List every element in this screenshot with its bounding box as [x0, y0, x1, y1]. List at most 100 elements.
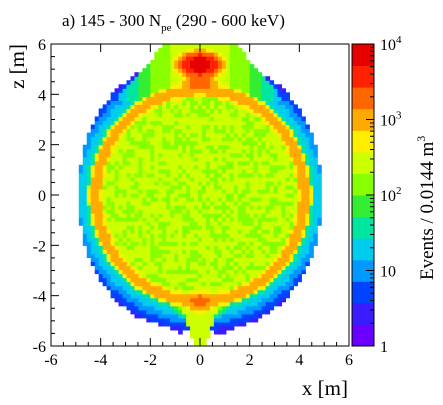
heatmap-cell [186, 144, 191, 150]
heatmap-cell [102, 277, 108, 283]
heatmap-cell [154, 285, 159, 291]
heatmap-cell [86, 164, 92, 170]
heatmap-cell [265, 217, 271, 222]
heatmap-cell [237, 148, 243, 154]
heatmap-cell [98, 201, 104, 206]
heatmap-cell [178, 72, 183, 77]
heatmap-cell [285, 180, 290, 186]
heatmap-cell [158, 313, 163, 319]
heatmap-cell [209, 192, 215, 198]
heatmap-cell [198, 213, 203, 218]
heatmap-cell [241, 257, 247, 263]
heatmap-cell [170, 176, 175, 182]
heatmap-cell [237, 92, 243, 97]
heatmap-cell [277, 245, 283, 250]
heatmap-cell [229, 217, 235, 222]
heatmap-cell [229, 88, 235, 93]
heatmap-cell [142, 245, 147, 250]
heatmap-cell [249, 124, 255, 130]
heatmap-cell [241, 60, 247, 65]
heatmap-cell [221, 253, 227, 259]
heatmap-cell [217, 289, 223, 295]
heatmap-cell [281, 269, 287, 275]
heatmap-cell [277, 192, 283, 198]
heatmap-cell [201, 104, 207, 110]
heatmap-cell [301, 241, 306, 246]
heatmap-cell [245, 116, 251, 122]
heatmap-cell [265, 188, 271, 194]
heatmap-cell [170, 245, 175, 250]
heatmap-cell [249, 221, 255, 226]
heatmap-cell [154, 156, 159, 162]
heatmap-cell [213, 285, 219, 291]
heatmap-cell [213, 88, 219, 93]
heatmap-cell [281, 233, 287, 238]
heatmap-cell [213, 44, 219, 49]
heatmap-cell [261, 273, 267, 279]
heatmap-cell [205, 84, 211, 89]
heatmap-cell [130, 168, 136, 174]
heatmap-cell [110, 273, 116, 279]
heatmap-cell [82, 237, 88, 242]
heatmap-cell [154, 132, 159, 138]
heatmap-cell [297, 164, 302, 170]
heatmap-cell [285, 249, 290, 254]
heatmap-cell [122, 225, 128, 230]
heatmap-cell [261, 301, 267, 307]
heatmap-cell [186, 261, 191, 267]
heatmap-cell [261, 201, 267, 206]
heatmap-cell [166, 197, 171, 202]
x-tick-label: 4 [295, 352, 303, 369]
heatmap-cell [217, 209, 223, 214]
heatmap-cell [257, 104, 263, 110]
heatmap-cell [158, 176, 163, 182]
heatmap-cell [309, 132, 314, 138]
heatmap-cell [110, 285, 116, 291]
heatmap-cell [285, 281, 290, 287]
heatmap-cell [229, 52, 235, 57]
heatmap-cell [134, 261, 140, 267]
heatmap-cell [253, 285, 259, 291]
heatmap-cell [249, 184, 255, 190]
heatmap-cell [217, 64, 223, 69]
heatmap-cell [241, 76, 247, 81]
heatmap-cell [297, 156, 302, 162]
heatmap-cell [158, 269, 163, 275]
heatmap-cell [237, 168, 243, 174]
heatmap-cell [237, 180, 243, 186]
heatmap-cell [194, 104, 199, 110]
heatmap-cell [114, 140, 120, 146]
heatmap-cell [110, 245, 116, 250]
heatmap-cell [174, 221, 179, 226]
heatmap-cell [122, 281, 128, 287]
heatmap-cell [134, 144, 140, 150]
heatmap-cell [257, 301, 263, 307]
heatmap-cell [102, 116, 108, 122]
heatmap-cell [209, 221, 215, 226]
heatmap-cell [98, 108, 104, 114]
heatmap-cell [313, 172, 318, 178]
heatmap-cell [217, 197, 223, 202]
heatmap-cell [305, 140, 310, 146]
heatmap-cell [221, 108, 227, 114]
heatmap-cell [221, 144, 227, 150]
heatmap-cell [198, 152, 203, 158]
heatmap-cell [182, 237, 187, 242]
heatmap-cell [166, 281, 171, 287]
heatmap-cell [126, 261, 132, 267]
heatmap-cell [102, 152, 108, 158]
heatmap-cell [221, 277, 227, 283]
heatmap-cell [90, 124, 96, 130]
heatmap-cell [229, 213, 235, 218]
heatmap-cell [225, 84, 231, 89]
heatmap-cell [110, 148, 116, 154]
heatmap-cell [233, 96, 239, 101]
heatmap-cell [154, 176, 159, 182]
heatmap-cell [166, 132, 171, 138]
heatmap-cell [110, 213, 116, 218]
heatmap-cell [237, 217, 243, 222]
heatmap-cell [90, 152, 96, 158]
heatmap-cell [249, 144, 255, 150]
colorbar-segment [352, 195, 374, 218]
heatmap-cell [194, 52, 199, 57]
